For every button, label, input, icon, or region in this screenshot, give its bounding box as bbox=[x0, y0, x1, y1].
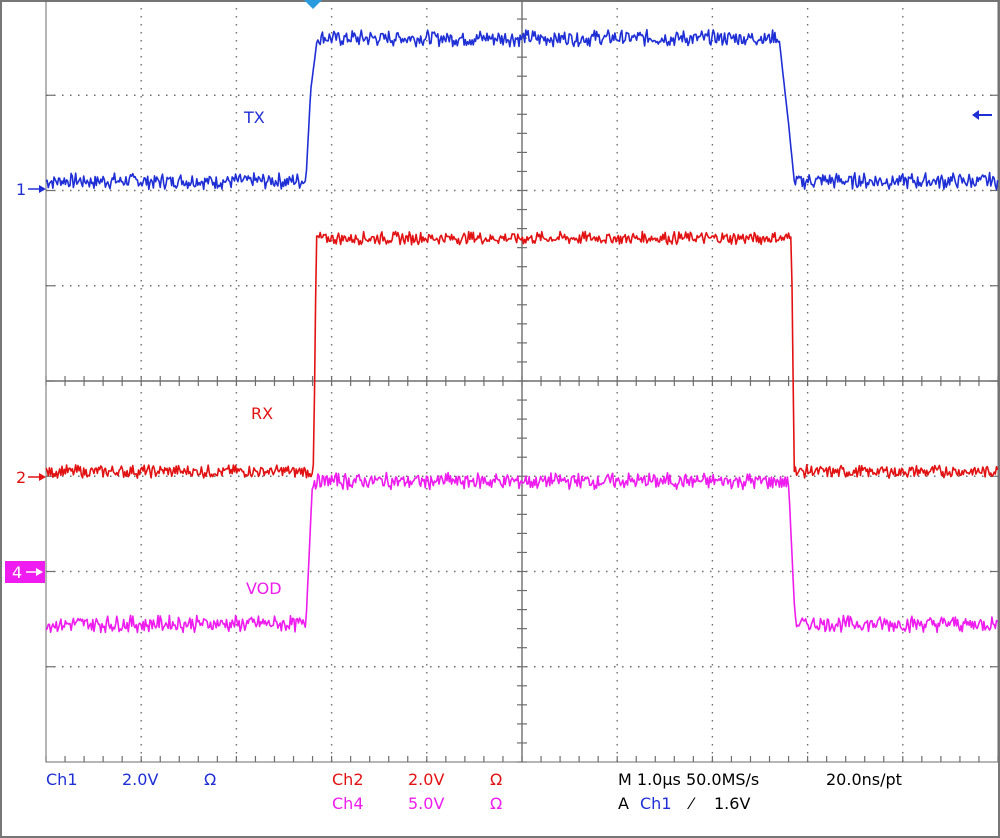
trigger-level: 1.6V bbox=[714, 794, 750, 813]
trace-tx bbox=[45, 28, 999, 191]
trigger-slope-icon: ⁄ bbox=[687, 794, 696, 813]
svg-text:4: 4 bbox=[12, 563, 22, 582]
ch4-scale: 5.0V bbox=[408, 794, 444, 813]
trace-rx bbox=[45, 230, 999, 479]
ch4-impedance: Ω bbox=[490, 794, 502, 813]
ch1-scale: 2.0V bbox=[122, 770, 158, 789]
svg-text:2: 2 bbox=[16, 468, 26, 487]
svg-text:1: 1 bbox=[16, 180, 26, 199]
series-label-rx: RX bbox=[251, 404, 273, 423]
trace-vod bbox=[45, 471, 999, 634]
resolution-readout: 20.0ns/pt bbox=[826, 770, 902, 789]
series-label-tx: TX bbox=[243, 108, 265, 127]
traces bbox=[45, 28, 999, 634]
series-label-vod: VOD bbox=[246, 579, 282, 598]
channel-4-marker: 4 bbox=[5, 561, 45, 583]
graticule bbox=[45, 0, 999, 763]
trigger-position-marker bbox=[304, 0, 322, 9]
ch4-label: Ch4 bbox=[332, 794, 364, 813]
timebase-readout: M 1.0µs 50.0MS/s bbox=[618, 770, 759, 789]
channel-1-marker: 1 bbox=[16, 180, 46, 199]
ch2-impedance: Ω bbox=[490, 770, 502, 789]
trigger-prefix: A bbox=[618, 794, 629, 813]
channel-2-marker: 2 bbox=[16, 468, 46, 487]
status-bar: Ch1 2.0V Ω Ch2 2.0V Ω Ch4 5.0V Ω M 1.0µs… bbox=[46, 770, 902, 813]
ch2-label: Ch2 bbox=[332, 770, 364, 789]
trigger-source: Ch1 bbox=[640, 794, 672, 813]
ch1-impedance: Ω bbox=[204, 770, 216, 789]
trigger-level-arrow bbox=[972, 110, 992, 120]
ch1-label: Ch1 bbox=[46, 770, 78, 789]
ch2-scale: 2.0V bbox=[408, 770, 444, 789]
